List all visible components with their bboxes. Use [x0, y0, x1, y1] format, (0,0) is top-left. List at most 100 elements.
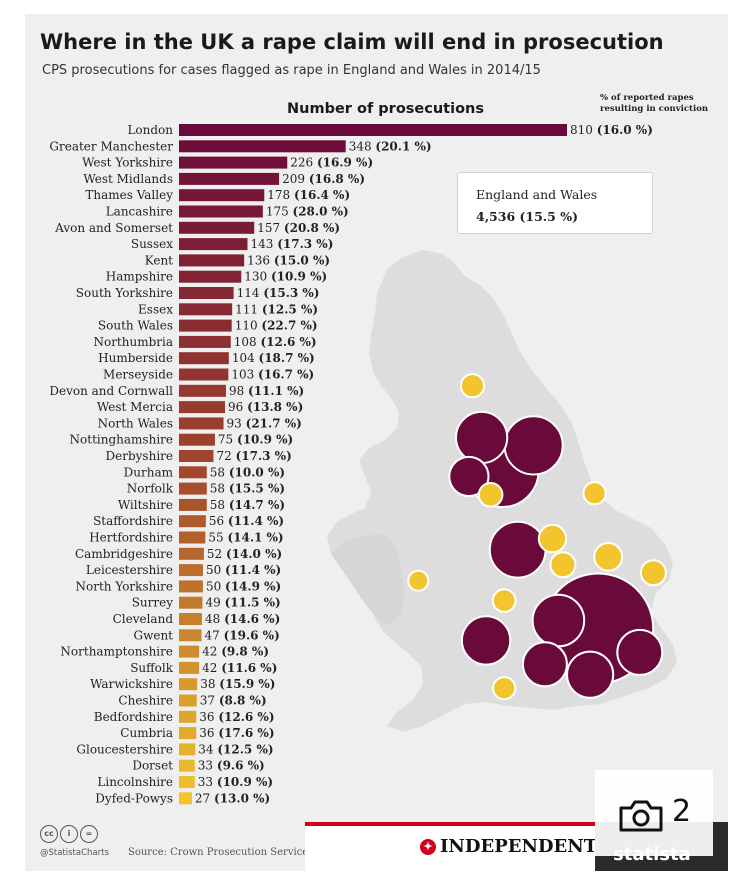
- value-label: 114 (15.3 %): [237, 286, 320, 300]
- prosecution-count: 348: [349, 139, 376, 153]
- map-bubble: [521, 641, 568, 688]
- value-label: 130 (10.9 %): [244, 270, 327, 284]
- bar: [179, 417, 224, 430]
- bar: [179, 221, 255, 234]
- conviction-rate: (17.6 %): [218, 726, 274, 740]
- callout-value: 4,536 (15.5 %): [476, 209, 578, 224]
- bar: [179, 613, 202, 625]
- category-label: North Wales: [98, 416, 173, 430]
- conviction-rate: (16.7 %): [258, 368, 314, 382]
- prosecution-count: 98: [229, 384, 248, 398]
- value-label: 143 (17.3 %): [250, 237, 333, 251]
- map-bubble: [459, 373, 486, 399]
- map-bubble: [537, 523, 568, 554]
- map-bubble: [491, 588, 517, 613]
- map-bubble: [593, 542, 624, 572]
- value-label: 50 (11.4 %): [206, 563, 281, 577]
- prosecution-count: 38: [200, 677, 219, 691]
- category-label: Lancashire: [106, 205, 173, 219]
- prosecution-count: 93: [227, 416, 246, 430]
- conviction-rate: (11.1 %): [248, 384, 304, 398]
- bar: [179, 531, 206, 544]
- prosecution-count: 58: [210, 482, 229, 496]
- conviction-rate: (16.9 %): [317, 156, 373, 170]
- bar: [179, 238, 248, 251]
- bar: [179, 580, 203, 593]
- map-bubble: [492, 676, 517, 701]
- callout-label: England and Wales: [476, 187, 598, 202]
- category-label: Merseyside: [103, 368, 173, 382]
- prosecution-count: 130: [244, 270, 271, 284]
- conviction-rate: (15.0 %): [274, 253, 330, 267]
- conviction-rate: (10.0 %): [229, 465, 285, 479]
- conviction-rate: (14.9 %): [225, 579, 281, 593]
- source-note: Source: Crown Prosecution Service: [128, 847, 309, 858]
- prosecution-count: 104: [232, 351, 259, 365]
- prosecution-count: 50: [206, 563, 225, 577]
- category-label: South Wales: [98, 319, 173, 333]
- category-label: Kent: [145, 253, 173, 267]
- footer-red-line: [305, 822, 728, 826]
- value-label: 178 (16.4 %): [267, 188, 350, 202]
- category-label: Nottinghamshire: [70, 433, 173, 447]
- category-label: Sussex: [131, 237, 173, 251]
- value-label: 27 (13.0 %): [195, 791, 270, 805]
- bar: [179, 645, 200, 658]
- chart-title: Where in the UK a rape claim will end in…: [40, 30, 664, 54]
- bar: [179, 678, 198, 691]
- category-label: Hertfordshire: [89, 531, 173, 545]
- value-label: 47 (19.6 %): [205, 628, 280, 642]
- bar: [179, 596, 203, 609]
- prosecution-count: 72: [216, 449, 235, 463]
- category-label: Wiltshire: [118, 498, 173, 512]
- category-label: Greater Manchester: [49, 139, 173, 153]
- infographic-card: Where in the UK a rape claim will end in…: [25, 14, 728, 871]
- prosecution-count: 143: [250, 237, 277, 251]
- map-bubble: [566, 650, 615, 699]
- category-label: Humberside: [98, 351, 173, 365]
- conviction-rate: (10.9 %): [237, 433, 293, 447]
- conviction-rate: (17.3 %): [236, 449, 292, 463]
- prosecution-count: 58: [210, 465, 229, 479]
- conviction-rate: (11.5 %): [225, 596, 281, 610]
- conviction-rate: (20.1 %): [375, 139, 431, 153]
- bar: [179, 450, 214, 462]
- value-label: 58 (14.7 %): [210, 498, 285, 512]
- value-label: 348 (20.1 %): [349, 139, 432, 153]
- conviction-column-note: % of reported rapes resulting in convict…: [600, 93, 709, 114]
- prosecution-count: 108: [234, 335, 261, 349]
- photo-count-badge[interactable]: 2: [595, 770, 713, 856]
- bar: [179, 287, 234, 299]
- prosecution-count: 110: [235, 319, 262, 333]
- prosecution-count: 114: [237, 286, 264, 300]
- category-label: Warwickshire: [90, 677, 173, 691]
- bar: [179, 727, 197, 740]
- independent-wordmark: INDEPENDENT: [440, 836, 598, 857]
- category-label: Norfolk: [127, 482, 174, 496]
- prosecution-count: 75: [218, 433, 237, 447]
- conviction-rate: (21.7 %): [246, 416, 302, 430]
- statista-handle: @StatistaCharts: [40, 848, 109, 858]
- prosecution-count: 96: [228, 400, 247, 414]
- category-label: Surrey: [132, 596, 174, 610]
- map-bubble: [455, 410, 509, 465]
- category-label: West Yorkshire: [82, 156, 173, 170]
- conviction-rate: (16.4 %): [294, 188, 350, 202]
- bar: [179, 515, 206, 528]
- conviction-rate: (9.6 %): [217, 759, 265, 773]
- prosecution-count: 103: [231, 368, 258, 382]
- category-label: Durham: [124, 465, 174, 479]
- bar: [179, 270, 242, 283]
- category-label: South Yorkshire: [76, 286, 173, 300]
- conviction-rate: (14.0 %): [226, 547, 282, 561]
- value-label: 33 (10.9 %): [198, 775, 273, 789]
- bar: [179, 564, 203, 577]
- value-label: 48 (14.6 %): [205, 612, 280, 626]
- category-label: Cambridgeshire: [75, 547, 173, 561]
- bar: [179, 303, 233, 316]
- value-label: 96 (13.8 %): [228, 400, 303, 414]
- bar: [179, 401, 225, 414]
- value-label: 49 (11.5 %): [205, 596, 280, 610]
- value-label: 42 (11.6 %): [202, 661, 277, 675]
- map-bubble: [488, 520, 547, 579]
